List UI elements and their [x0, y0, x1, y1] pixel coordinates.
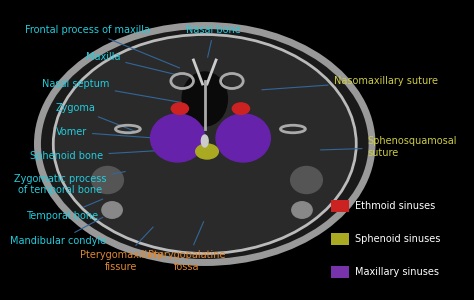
Text: Nasal septum: Nasal septum — [42, 79, 193, 104]
Text: Maxillary sinuses: Maxillary sinuses — [355, 267, 439, 277]
Text: Maxilla: Maxilla — [86, 52, 175, 74]
Text: Vomer: Vomer — [56, 127, 193, 141]
FancyBboxPatch shape — [331, 233, 348, 244]
Text: Ethmoid sinuses: Ethmoid sinuses — [355, 201, 435, 211]
Text: Pterygopalatine
fossa: Pterygopalatine fossa — [148, 221, 226, 272]
Ellipse shape — [102, 202, 122, 218]
Ellipse shape — [92, 167, 123, 194]
Text: Pterygomaxillary
fissure: Pterygomaxillary fissure — [80, 227, 163, 272]
FancyBboxPatch shape — [331, 200, 348, 212]
Text: Frontal process of maxilla: Frontal process of maxilla — [25, 25, 180, 68]
Ellipse shape — [151, 114, 205, 162]
Text: Sphenoid bone: Sphenoid bone — [30, 150, 166, 161]
Text: Mandibular condyle: Mandibular condyle — [10, 217, 106, 247]
Text: Sphenoid sinuses: Sphenoid sinuses — [355, 234, 440, 244]
Text: Temporal bone: Temporal bone — [26, 199, 103, 221]
Ellipse shape — [182, 72, 228, 126]
Ellipse shape — [216, 114, 270, 162]
Ellipse shape — [201, 135, 208, 147]
Ellipse shape — [196, 144, 219, 159]
Text: Nasal bone: Nasal bone — [186, 25, 241, 57]
Ellipse shape — [171, 103, 189, 114]
Text: Sphenosquamosal
suture: Sphenosquamosal suture — [320, 136, 457, 158]
Ellipse shape — [232, 103, 249, 114]
Ellipse shape — [291, 167, 322, 194]
FancyBboxPatch shape — [331, 266, 348, 278]
Ellipse shape — [55, 36, 354, 252]
Text: Zygomatic process
of temporal bone: Zygomatic process of temporal bone — [14, 172, 125, 195]
Text: Zygoma: Zygoma — [56, 103, 134, 131]
Ellipse shape — [292, 202, 312, 218]
Ellipse shape — [40, 27, 370, 261]
Text: Nasomaxillary suture: Nasomaxillary suture — [262, 76, 438, 90]
